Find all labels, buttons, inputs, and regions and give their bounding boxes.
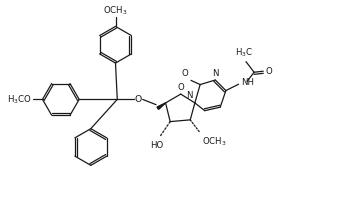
Text: OCH$_3$: OCH$_3$ xyxy=(103,4,128,16)
Text: N: N xyxy=(186,91,192,100)
Text: O: O xyxy=(135,95,142,104)
Text: H$_3$C: H$_3$C xyxy=(235,46,253,59)
Text: O: O xyxy=(177,83,184,92)
Text: O: O xyxy=(266,67,272,76)
Polygon shape xyxy=(157,103,166,109)
Text: H$_3$CO: H$_3$CO xyxy=(7,93,32,106)
Text: N: N xyxy=(212,69,219,78)
Text: NH: NH xyxy=(241,78,254,87)
Text: O: O xyxy=(181,69,188,78)
Text: OCH$_3$: OCH$_3$ xyxy=(202,136,227,148)
Text: HO: HO xyxy=(150,141,163,150)
